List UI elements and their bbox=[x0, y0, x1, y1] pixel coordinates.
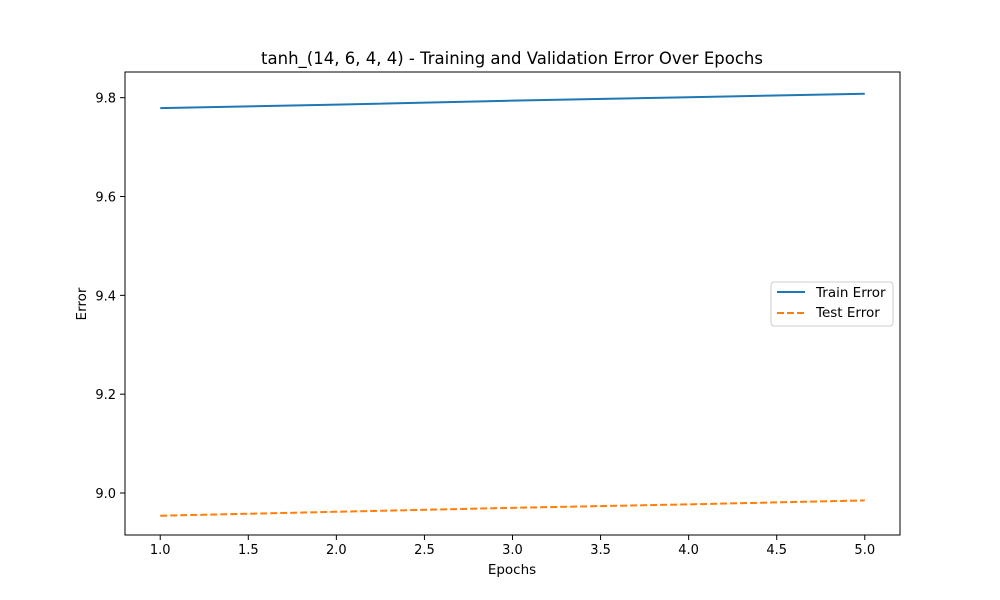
series-line-train-error bbox=[160, 92, 865, 110]
x-tick-label: 1.0 bbox=[150, 543, 171, 558]
x-tick-label: 5.0 bbox=[854, 543, 875, 558]
y-tick-label: 9.8 bbox=[95, 92, 116, 107]
series-line-test-error bbox=[160, 499, 865, 517]
x-axis-label: Epochs bbox=[488, 562, 536, 578]
y-tick-label: 9.4 bbox=[95, 289, 116, 304]
y-tick-label: 9.2 bbox=[95, 388, 116, 403]
legend: Train Error Test Error bbox=[770, 281, 894, 327]
y-axis-label: Error bbox=[74, 287, 90, 320]
y-tick-label: 9.6 bbox=[95, 191, 116, 206]
x-tick-label: 3.0 bbox=[502, 543, 523, 558]
series-layer bbox=[160, 92, 865, 517]
x-tick-label: 4.0 bbox=[678, 543, 699, 558]
x-tick-label: 2.0 bbox=[326, 543, 347, 558]
y-tick-label: 9.0 bbox=[95, 487, 116, 502]
x-tick-label: 2.5 bbox=[414, 543, 435, 558]
legend-train-error-label: Train Error bbox=[815, 285, 886, 301]
x-tick-label: 4.5 bbox=[766, 543, 787, 558]
y-axis-ticks: 9.0 9.2 9.4 9.6 9.8 bbox=[95, 92, 125, 502]
legend-test-error-label: Test Error bbox=[815, 305, 880, 321]
chart-title: tanh_(14, 6, 4, 4) - Training and Valida… bbox=[261, 49, 763, 69]
x-tick-label: 3.5 bbox=[590, 543, 611, 558]
x-tick-label: 1.5 bbox=[238, 543, 259, 558]
x-axis-ticks: 1.0 1.5 2.0 2.5 3.0 3.5 4.0 4.5 5.0 bbox=[150, 535, 875, 558]
